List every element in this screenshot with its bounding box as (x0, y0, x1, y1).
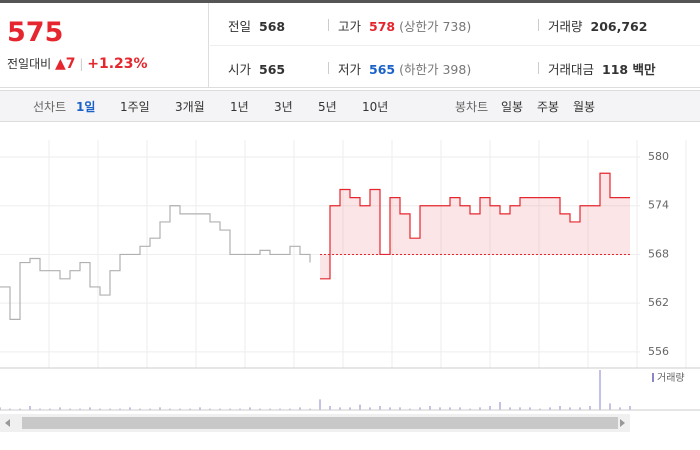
tab[interactable]: 10년 (362, 100, 389, 114)
stat-value: 565 (369, 62, 396, 77)
y-tick-label: 574 (648, 199, 669, 212)
stat-value: 568 (259, 19, 286, 34)
tab[interactable]: 1일 (76, 100, 96, 114)
price-box: 575 전일대비 ▲7 | +1.23% (0, 3, 209, 88)
stat: 시가 565 (228, 59, 285, 78)
legend-label: 거래량 (657, 372, 685, 384)
chart: 556 562 568 574 580 거래량 (0, 140, 700, 432)
scroll-arrow (620, 419, 625, 427)
price-line (320, 172, 630, 280)
y-tick-label: 562 (648, 296, 669, 309)
stat-value: 565 (259, 62, 286, 77)
stat-label: 거래대금 (548, 62, 595, 77)
stat: 고가 578 (상한가 738) (338, 16, 471, 35)
change-rate: +1.23% (87, 56, 148, 72)
y-tick-label: 556 (648, 345, 669, 358)
tab[interactable]: 1년 (230, 100, 249, 114)
stat-label: 시가 (228, 62, 252, 77)
price: 575 (7, 17, 64, 48)
stat-value: 206,762 (590, 19, 648, 34)
scroll-arrow (5, 419, 10, 427)
area (320, 173, 630, 279)
price-line (0, 205, 311, 320)
summary: 575 전일대비 ▲7 | +1.23% 전일 568 고가 578 (상한가 738)… (0, 0, 700, 88)
tab-bar: 선차트 1일 1주일 3개월 1년 3년 5년 10년 봉차트 일봉 주봉 월봉 (0, 90, 700, 122)
y-tick-label: 568 (648, 247, 669, 260)
change: 전일대비 ▲7 | +1.23% (7, 56, 148, 72)
change-label: 전일대비 (7, 57, 52, 71)
stat-extra: (상한가 738) (399, 19, 472, 34)
stat-label: 저가 (338, 62, 362, 77)
y-tick-label: 580 (648, 150, 669, 163)
tab[interactable]: 3개월 (175, 100, 205, 114)
stat-extra: (하한가 398) (399, 62, 472, 77)
stat: 거래대금 118 백만 (548, 59, 655, 78)
tab[interactable]: 주봉 (537, 100, 560, 114)
stat-label: 거래량 (548, 19, 583, 34)
scroll-thumb (22, 417, 618, 429)
divider (538, 62, 539, 74)
tab[interactable]: 5년 (318, 100, 337, 114)
change-arrow: ▲ (55, 56, 66, 72)
stat-value: 578 (369, 19, 396, 34)
divider (538, 19, 539, 31)
stats-row: 시가 565 저가 565 (하한가 398) 거래대금 118 백만 (210, 46, 700, 88)
divider (328, 62, 329, 74)
tab[interactable]: 1주일 (120, 100, 150, 114)
stat-label: 전일 (228, 19, 252, 34)
stat: 거래량 206,762 (548, 16, 647, 35)
tab[interactable]: 일봉 (501, 100, 524, 114)
stat: 저가 565 (하한가 398) (338, 59, 471, 78)
legend-swatch (652, 373, 654, 382)
stat-label: 고가 (338, 19, 362, 34)
stats-row: 전일 568 고가 578 (상한가 738) 거래량 206,762 (210, 3, 700, 46)
tab-label: 봉차트 (455, 100, 489, 114)
divider (328, 19, 329, 31)
tab-label: 선차트 (33, 100, 67, 114)
stat-value: 118 백만 (602, 62, 656, 77)
stat: 전일 568 (228, 16, 285, 35)
tab[interactable]: 3년 (274, 100, 293, 114)
tab[interactable]: 월봉 (573, 100, 596, 114)
change-value: 7 (65, 56, 76, 72)
